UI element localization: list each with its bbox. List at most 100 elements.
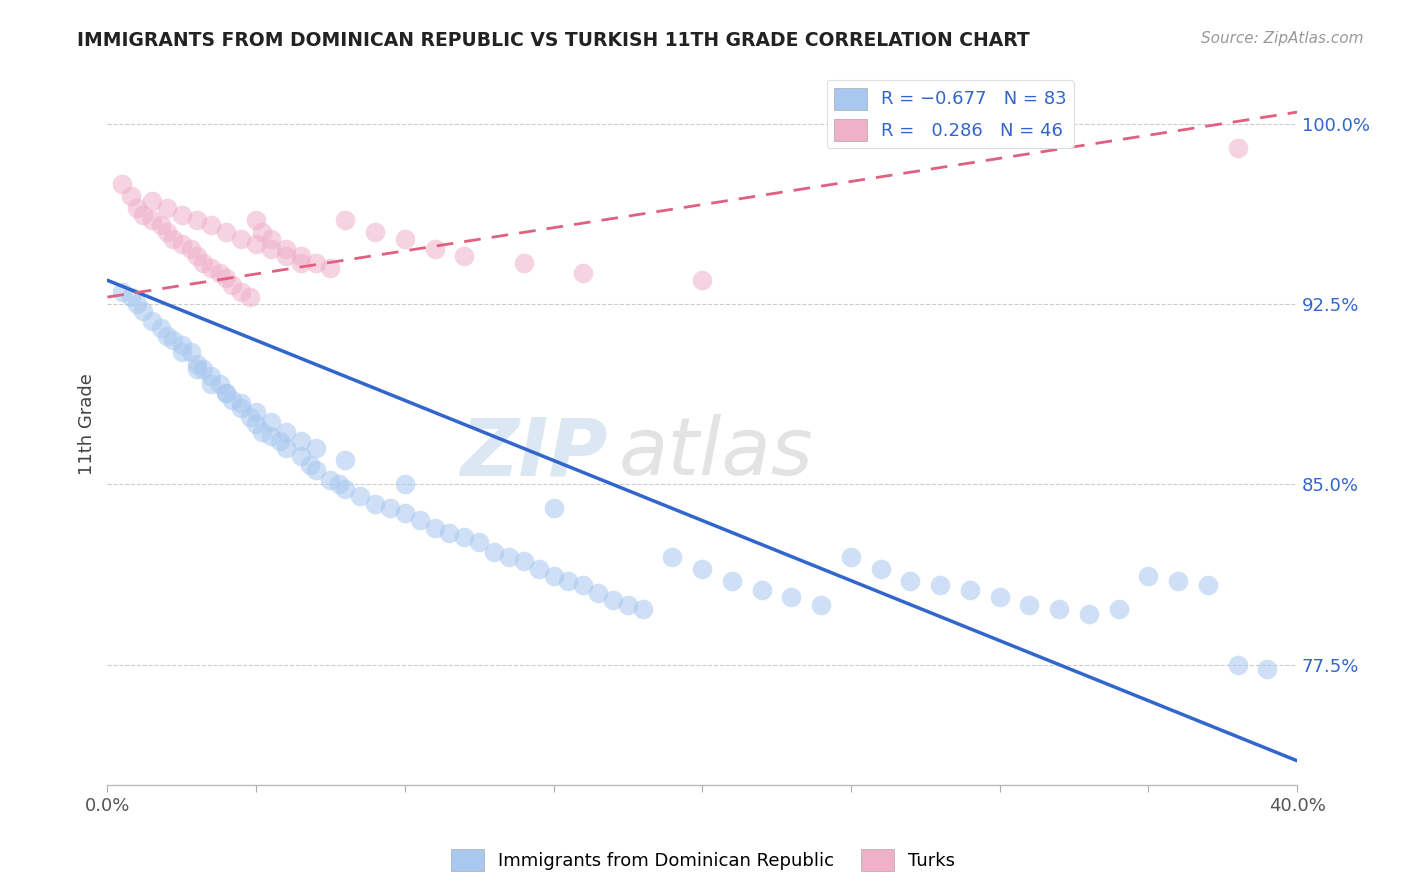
Point: [245, 417, 267, 432]
Point: [721, 574, 744, 588]
Point: [304, 256, 326, 270]
Point: [290, 256, 312, 270]
Point: [349, 490, 371, 504]
Point: [498, 549, 520, 564]
Point: [260, 415, 283, 429]
Point: [260, 429, 283, 443]
Point: [572, 578, 595, 592]
Point: [929, 578, 952, 592]
Point: [869, 561, 891, 575]
Point: [394, 477, 416, 491]
Point: [231, 396, 253, 410]
Text: IMMIGRANTS FROM DOMINICAN REPUBLIC VS TURKISH 11TH GRADE CORRELATION CHART: IMMIGRANTS FROM DOMINICAN REPUBLIC VS TU…: [77, 31, 1031, 50]
Point: [1256, 662, 1278, 676]
Point: [200, 218, 222, 232]
Point: [200, 369, 222, 384]
Point: [209, 266, 232, 280]
Text: atlas: atlas: [619, 414, 814, 492]
Point: [156, 225, 179, 239]
Point: [221, 393, 243, 408]
Point: [132, 208, 155, 222]
Point: [260, 242, 283, 256]
Point: [260, 232, 283, 246]
Point: [690, 561, 713, 575]
Point: [120, 290, 142, 304]
Point: [1108, 602, 1130, 616]
Point: [602, 592, 624, 607]
Point: [149, 321, 172, 335]
Point: [215, 386, 238, 401]
Point: [527, 561, 550, 575]
Point: [298, 458, 321, 473]
Point: [364, 497, 387, 511]
Point: [661, 549, 683, 564]
Point: [328, 477, 350, 491]
Point: [586, 585, 609, 599]
Point: [378, 501, 401, 516]
Point: [231, 401, 253, 415]
Legend: R = −0.677   N = 83, R =   0.286   N = 46: R = −0.677 N = 83, R = 0.286 N = 46: [827, 80, 1074, 148]
Point: [162, 334, 184, 348]
Point: [557, 574, 579, 588]
Point: [423, 521, 446, 535]
Y-axis label: 11th Grade: 11th Grade: [79, 374, 96, 475]
Point: [245, 405, 267, 419]
Point: [513, 554, 536, 568]
Point: [394, 506, 416, 520]
Point: [304, 463, 326, 477]
Point: [170, 208, 193, 222]
Point: [335, 483, 357, 497]
Point: [239, 410, 262, 425]
Point: [439, 525, 461, 540]
Point: [839, 549, 862, 564]
Point: [900, 574, 922, 588]
Point: [120, 189, 142, 203]
Point: [186, 357, 208, 371]
Point: [186, 213, 208, 227]
Point: [141, 194, 163, 208]
Point: [156, 201, 179, 215]
Point: [690, 273, 713, 287]
Point: [180, 242, 202, 256]
Text: ZIP: ZIP: [460, 414, 607, 492]
Point: [335, 453, 357, 467]
Point: [215, 386, 238, 401]
Point: [335, 213, 357, 227]
Point: [290, 449, 312, 463]
Point: [250, 225, 273, 239]
Point: [111, 285, 134, 300]
Point: [200, 261, 222, 276]
Point: [231, 232, 253, 246]
Point: [304, 442, 326, 456]
Point: [631, 602, 654, 616]
Point: [245, 213, 267, 227]
Point: [127, 201, 149, 215]
Point: [319, 261, 342, 276]
Point: [245, 237, 267, 252]
Point: [468, 535, 491, 549]
Point: [543, 501, 565, 516]
Point: [988, 591, 1011, 605]
Point: [319, 473, 342, 487]
Point: [751, 583, 773, 598]
Point: [170, 338, 193, 352]
Point: [170, 345, 193, 359]
Point: [513, 256, 536, 270]
Point: [231, 285, 253, 300]
Point: [394, 232, 416, 246]
Point: [141, 314, 163, 328]
Point: [221, 278, 243, 293]
Point: [408, 514, 430, 528]
Point: [453, 530, 475, 544]
Legend: Immigrants from Dominican Republic, Turks: Immigrants from Dominican Republic, Turk…: [444, 842, 962, 879]
Point: [180, 345, 202, 359]
Point: [191, 256, 214, 270]
Point: [1137, 568, 1160, 582]
Point: [1167, 574, 1189, 588]
Point: [810, 598, 832, 612]
Point: [423, 242, 446, 256]
Point: [269, 434, 291, 449]
Text: Source: ZipAtlas.com: Source: ZipAtlas.com: [1201, 31, 1364, 46]
Point: [290, 434, 312, 449]
Point: [141, 213, 163, 227]
